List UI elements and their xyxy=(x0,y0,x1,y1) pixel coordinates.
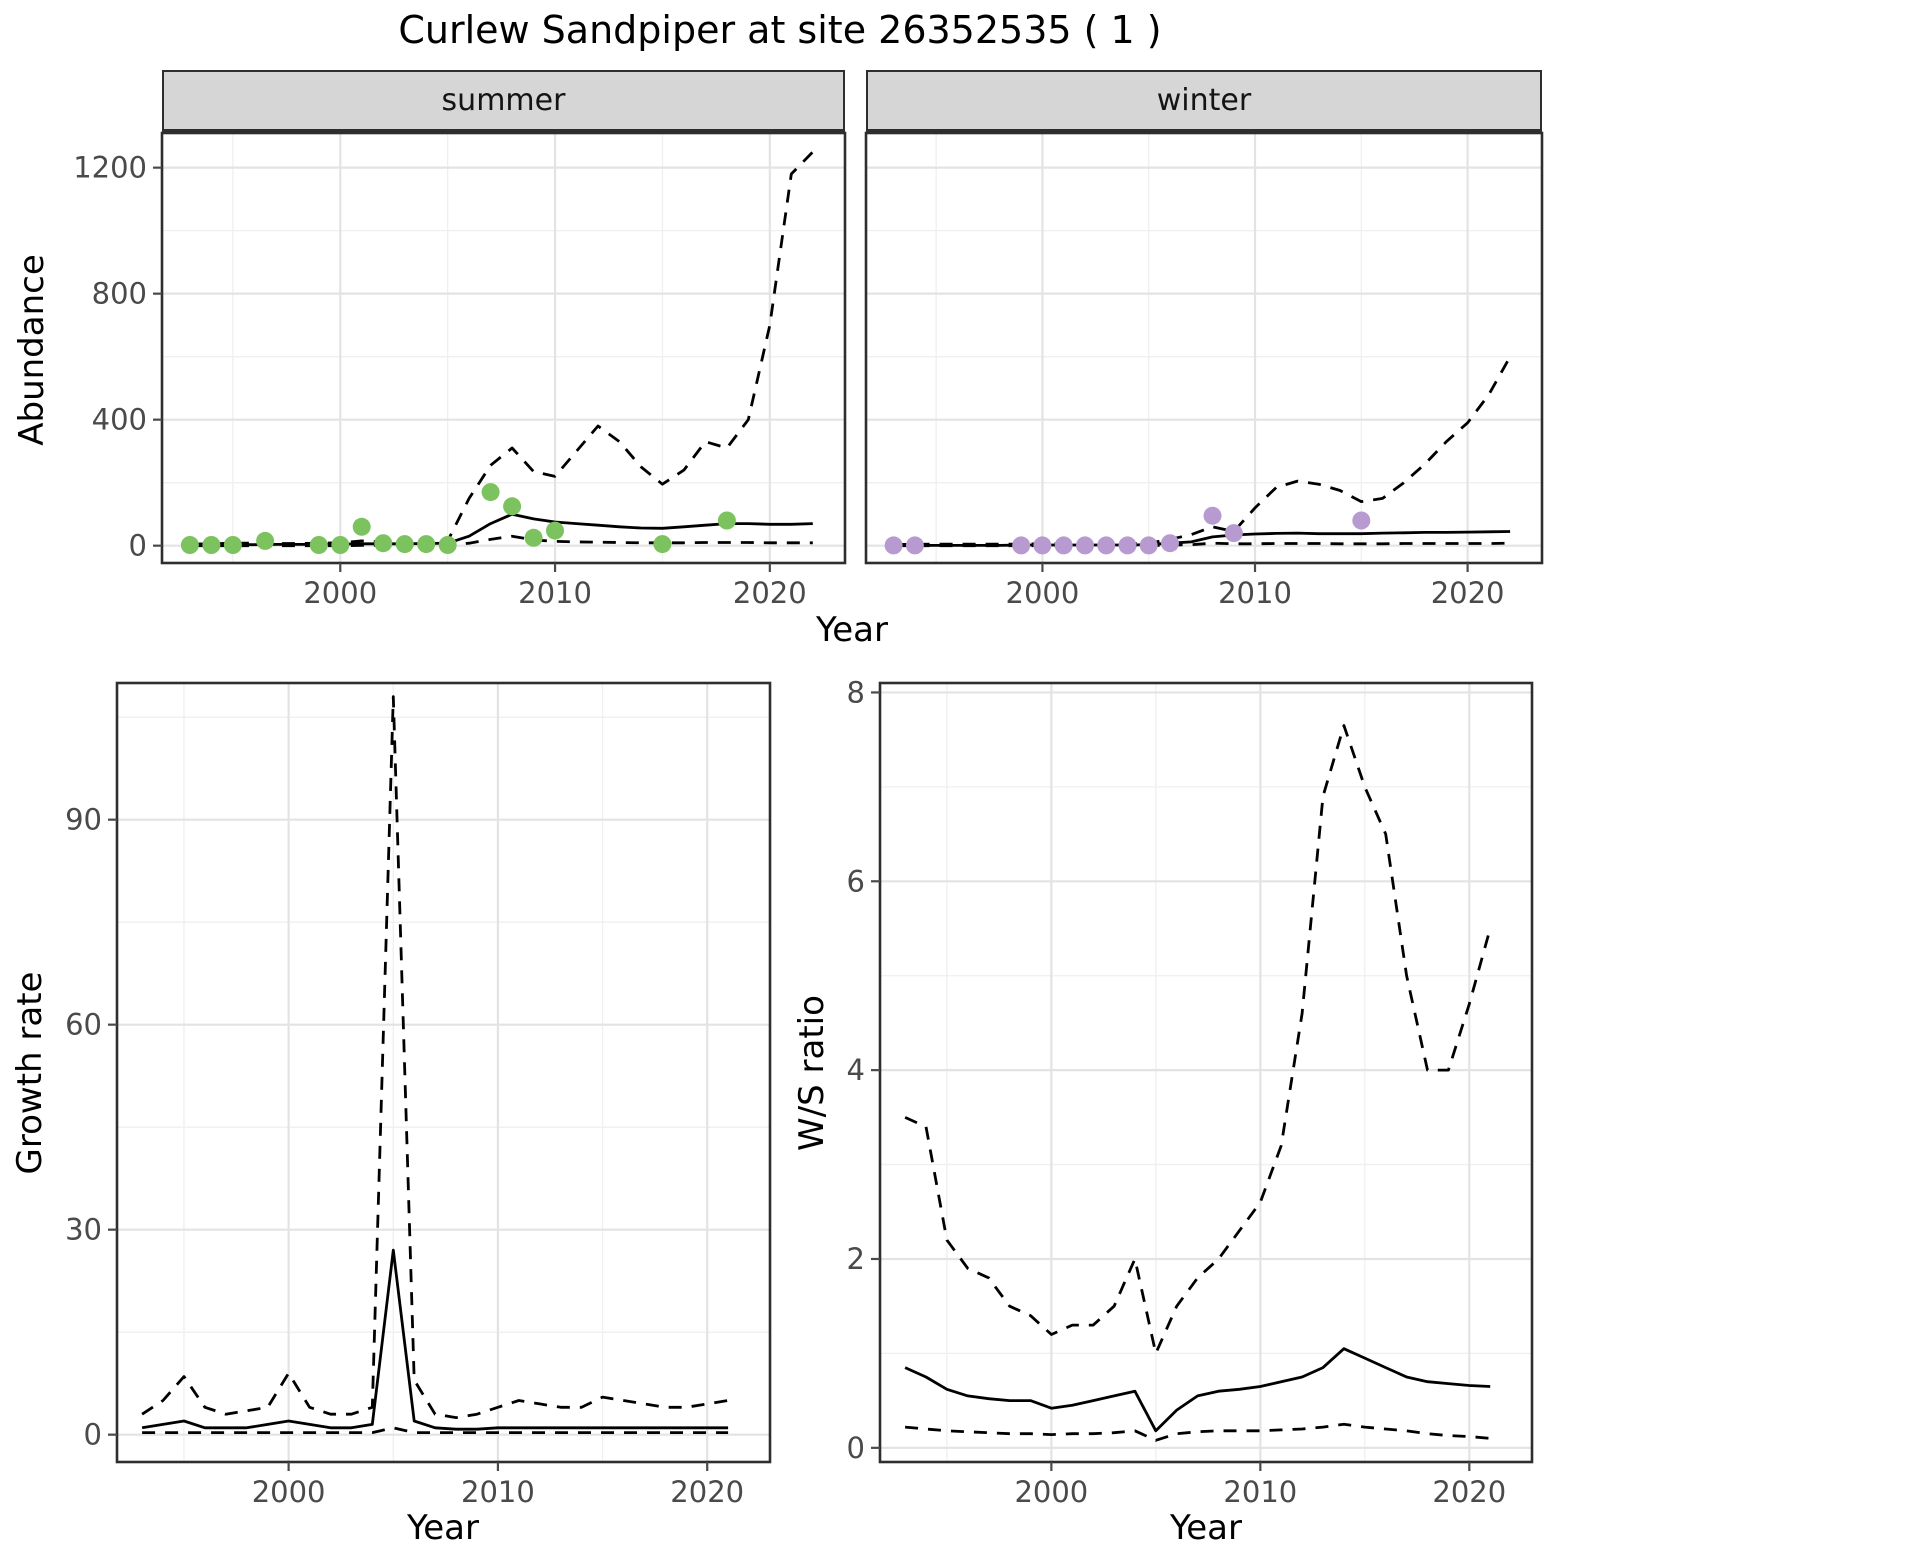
panel-growth_rate-border xyxy=(115,681,772,1464)
x-tick-label: 2000 xyxy=(1006,576,1080,610)
summer_abundance-observation-point xyxy=(503,497,522,516)
winter_abundance-observation-point xyxy=(1161,534,1179,553)
summer_abundance-observation-point xyxy=(524,528,543,547)
x-tick-label: 2000 xyxy=(1014,1475,1088,1509)
winter_abundance-fit-line xyxy=(893,530,1511,547)
x-tick-label: 2020 xyxy=(670,1475,744,1509)
x-tick-label: 2020 xyxy=(1432,1475,1506,1509)
summer_abundance-observation-point xyxy=(256,531,275,550)
summer_abundance-observation-point xyxy=(202,536,221,554)
summer_abundance-observation-point xyxy=(653,535,672,554)
y-axis-label-ws-ratio: W/S ratio xyxy=(792,995,832,1151)
winter_abundance-observation-point xyxy=(905,536,924,555)
winter_abundance-observation-point xyxy=(1054,536,1073,555)
panel-summer_abundance-border xyxy=(160,131,847,565)
summer_abundance-observation-point xyxy=(417,535,436,554)
x-axis-label-year-top: Year xyxy=(816,610,888,650)
winter_abundance-observation-point xyxy=(1352,511,1371,530)
summer_abundance-fit-line xyxy=(189,512,813,547)
y-tick-label: 60 xyxy=(65,1008,102,1042)
summer_abundance-observation-point xyxy=(352,517,371,536)
panel-winter_abundance-border xyxy=(864,131,1544,565)
y-tick-label: 400 xyxy=(92,403,147,437)
y-axis-label-growth-rate: Growth rate xyxy=(10,971,50,1175)
summer_abundance-observation-point xyxy=(717,511,736,530)
x-tick-label: 2010 xyxy=(518,576,592,610)
x-tick-label: 2000 xyxy=(252,1475,326,1509)
y-axis-label-abundance: Abundance xyxy=(12,254,52,446)
x-tick-label: 2020 xyxy=(733,576,807,610)
summer_abundance-observation-point xyxy=(180,536,199,554)
winter_abundance-observation-point xyxy=(1139,536,1158,555)
y-tick-label: 0 xyxy=(84,1418,102,1452)
summer_abundance-observation-point xyxy=(331,536,350,554)
summer_abundance-observation-point xyxy=(309,536,328,554)
summer_abundance-observation-point xyxy=(546,521,564,540)
growth_rate-upper-ci-line xyxy=(141,695,729,1419)
growth_rate-fit-line xyxy=(141,1248,729,1431)
winter_abundance-observation-point xyxy=(884,536,903,555)
x-axis-label-year-ws: Year xyxy=(1170,1508,1242,1548)
x-tick-label: 2020 xyxy=(1431,576,1505,610)
y-tick-label: 4 xyxy=(847,1053,865,1087)
summer_abundance-observation-point xyxy=(374,534,393,553)
facet-strip-summer-label: summer xyxy=(441,83,566,118)
x-tick-label: 2000 xyxy=(303,576,377,610)
winter_abundance-observation-point xyxy=(1033,536,1052,555)
facet-strip-winter: winter xyxy=(866,70,1542,133)
panel-ws_ratio-background xyxy=(880,683,1532,1462)
y-tick-label: 0 xyxy=(129,529,147,563)
y-tick-label: 90 xyxy=(65,803,102,837)
y-tick-label: 30 xyxy=(65,1213,102,1247)
y-tick-label: 6 xyxy=(847,864,865,898)
winter_abundance-observation-point xyxy=(1076,536,1094,555)
summer_abundance-observation-point xyxy=(481,483,500,502)
summer_abundance-observation-point xyxy=(438,536,457,554)
y-tick-label: 1200 xyxy=(73,151,147,185)
winter_abundance-observation-point xyxy=(1203,506,1222,525)
ws_ratio-lower-ci-line xyxy=(904,1422,1491,1442)
winter_abundance-observation-point xyxy=(1224,524,1243,543)
facet-strip-winter-label: winter xyxy=(1156,83,1252,118)
facet-strip-summer: summer xyxy=(162,70,845,133)
y-tick-label: 8 xyxy=(847,675,865,709)
panel-ws_ratio-border xyxy=(878,681,1534,1464)
x-tick-label: 2010 xyxy=(1223,1475,1297,1509)
summer_abundance-observation-point xyxy=(395,535,414,554)
winter_abundance-observation-point xyxy=(1012,536,1031,555)
ws_ratio-upper-ci-line xyxy=(904,724,1492,1355)
panel-growth_rate-background xyxy=(117,683,770,1462)
y-tick-label: 0 xyxy=(847,1431,865,1465)
x-tick-label: 2010 xyxy=(1218,576,1292,610)
panel-summer_abundance-background xyxy=(162,133,845,563)
winter_abundance-observation-point xyxy=(1097,536,1116,555)
chart-title: Curlew Sandpiper at site 26352535 ( 1 ) xyxy=(398,8,1162,52)
y-tick-label: 800 xyxy=(92,277,147,311)
y-tick-label: 2 xyxy=(847,1242,865,1276)
x-axis-label-year-growth: Year xyxy=(407,1508,479,1548)
summer_abundance-observation-point xyxy=(223,536,242,554)
growth_rate-lower-ci-line xyxy=(142,1426,729,1434)
ws_ratio-fit-line xyxy=(904,1347,1491,1433)
x-tick-label: 2010 xyxy=(461,1475,535,1509)
winter_abundance-observation-point xyxy=(1118,536,1137,555)
panel-winter_abundance-background xyxy=(866,133,1542,563)
